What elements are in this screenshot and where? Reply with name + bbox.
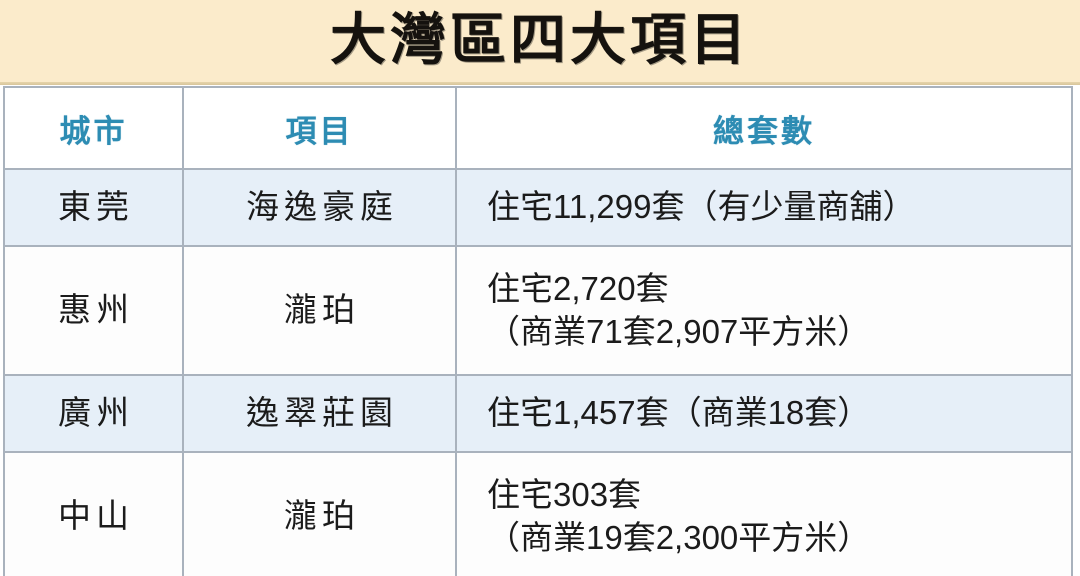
table-row: 中山 瀧珀 住宅303套 （商業19套2,300平方米） bbox=[3, 451, 1073, 576]
cell-units-line: 住宅2,720套 bbox=[487, 269, 669, 307]
cell-city: 惠州 bbox=[3, 245, 184, 376]
cell-units-line: 住宅1,457套（商業18套） bbox=[487, 394, 871, 432]
table-header: 城市 項目 總套數 bbox=[3, 86, 1073, 170]
table-body: 東莞 海逸豪庭 住宅11,299套（有少量商舖） 惠州 瀧珀 住宅2,720套 bbox=[3, 168, 1073, 576]
cell-project-text: 海逸豪庭 bbox=[246, 188, 398, 226]
cell-project-text: 瀧珀 bbox=[284, 291, 360, 329]
cell-project: 瀧珀 bbox=[182, 245, 457, 376]
cell-units: 住宅303套 （商業19套2,300平方米） bbox=[455, 451, 1073, 576]
cell-city-text: 廣州 bbox=[58, 394, 134, 432]
cell-units-line: （商業19套2,300平方米） bbox=[487, 518, 871, 556]
column-header-project-label: 項目 bbox=[285, 113, 354, 149]
cell-units-line: （商業71套2,907平方米） bbox=[487, 312, 871, 350]
cell-units: 住宅1,457套（商業18套） bbox=[455, 374, 1073, 453]
cell-units-line: 住宅11,299套（有少量商舖） bbox=[487, 188, 916, 226]
cell-city: 中山 bbox=[3, 451, 184, 576]
column-header-units-label: 總套數 bbox=[713, 113, 815, 149]
title-banner: 大灣區四大項目 bbox=[0, 0, 1080, 85]
table-row: 東莞 海逸豪庭 住宅11,299套（有少量商舖） bbox=[3, 168, 1073, 247]
cell-project: 瀧珀 bbox=[182, 451, 457, 576]
cell-city: 廣州 bbox=[3, 374, 184, 453]
cell-units: 住宅11,299套（有少量商舖） bbox=[455, 168, 1073, 247]
page-title: 大灣區四大項目 bbox=[330, 9, 750, 72]
cell-project: 海逸豪庭 bbox=[182, 168, 457, 247]
cell-city-text: 中山 bbox=[58, 497, 134, 535]
cell-city-text: 惠州 bbox=[58, 291, 134, 329]
projects-table: 城市 項目 總套數 東莞 海逸豪庭 住宅11,299套（有少量商舖） bbox=[3, 86, 1073, 576]
column-header-units: 總套數 bbox=[455, 86, 1073, 170]
column-header-project: 項目 bbox=[182, 86, 457, 170]
table-header-row: 城市 項目 總套數 bbox=[3, 86, 1073, 170]
column-header-city-label: 城市 bbox=[59, 113, 128, 149]
cell-city: 東莞 bbox=[3, 168, 184, 247]
cell-units-line: 住宅303套 bbox=[487, 475, 642, 513]
cell-project-text: 逸翠莊園 bbox=[246, 394, 398, 432]
table-row: 惠州 瀧珀 住宅2,720套 （商業71套2,907平方米） bbox=[3, 245, 1073, 376]
cell-city-text: 東莞 bbox=[58, 188, 134, 226]
cell-units: 住宅2,720套 （商業71套2,907平方米） bbox=[455, 245, 1073, 376]
cell-project: 逸翠莊園 bbox=[182, 374, 457, 453]
column-header-city: 城市 bbox=[3, 86, 184, 170]
table-row: 廣州 逸翠莊園 住宅1,457套（商業18套） bbox=[3, 374, 1073, 453]
cell-project-text: 瀧珀 bbox=[284, 497, 360, 535]
